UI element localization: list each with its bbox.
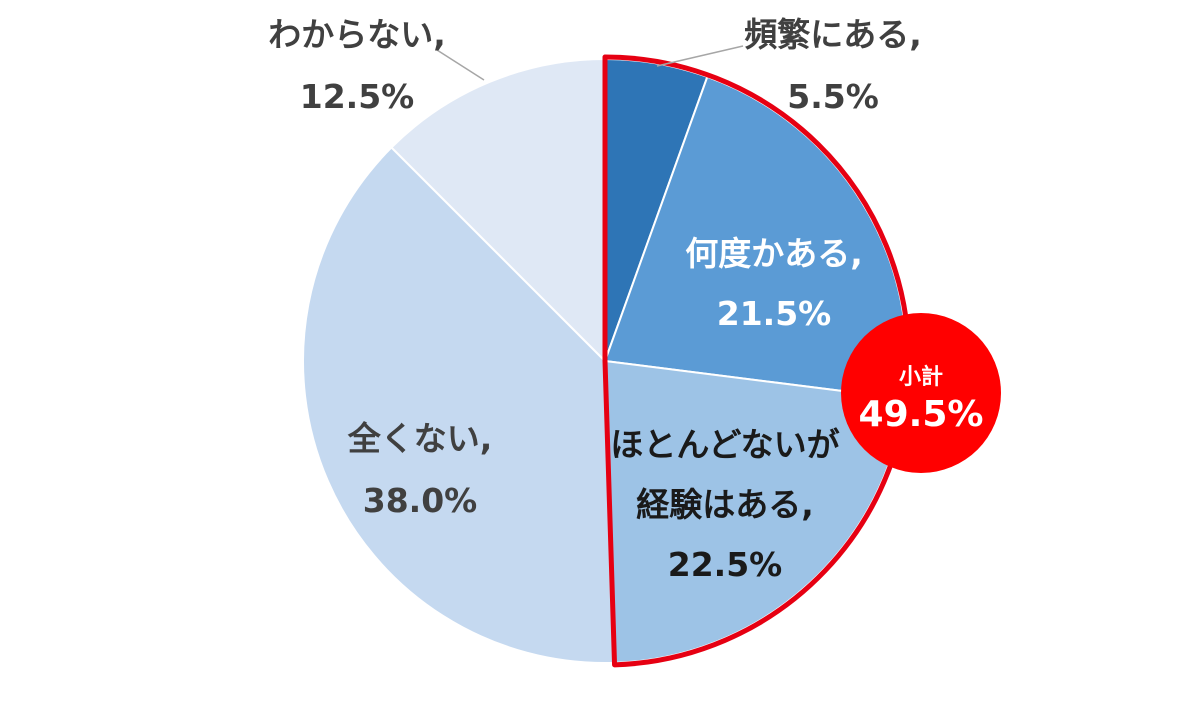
slice-label-never: 全くない, 38.0% (347, 419, 493, 520)
subtotal-badge-circle (841, 313, 1001, 473)
slice-label-frequent-name: 頻繁にある, (744, 15, 922, 54)
slice-label-unknown-value: 12.5% (300, 77, 415, 116)
pie-slices (302, 57, 908, 664)
subtotal-badge: 小計 49.5% (841, 313, 1001, 473)
slice-label-rarely-value: 22.5% (668, 545, 783, 584)
slice-label-rarely-name: ほとんどないが (610, 425, 839, 464)
slice-label-several-times: 何度かある, 21.5% (685, 234, 863, 333)
slice-label-unknown: わからない, 12.5% (268, 15, 446, 116)
pie-slice-never (302, 146, 616, 664)
subtotal-badge-label: 小計 (899, 364, 943, 390)
subtotal-badge-value: 49.5% (859, 394, 984, 435)
slice-label-never-value: 38.0% (363, 481, 478, 520)
leader-line-frequent (656, 45, 744, 67)
slice-label-never-name: 全くない, (347, 419, 493, 458)
leader-line-unknown (436, 49, 485, 81)
slice-label-rarely-name-line2: 経験はある, (636, 485, 814, 524)
slice-label-frequent: 頻繁にある, 5.5% (744, 15, 922, 116)
slice-label-several-times-name: 何度かある, (685, 234, 863, 273)
slice-label-unknown-name: わからない, (268, 15, 446, 54)
slice-label-frequent-value: 5.5% (787, 77, 879, 116)
slice-label-rarely: ほとんどないが 経験はある, 22.5% (610, 425, 839, 584)
slice-label-several-times-value: 21.5% (717, 294, 832, 333)
pie-slice-unknown (390, 57, 606, 364)
